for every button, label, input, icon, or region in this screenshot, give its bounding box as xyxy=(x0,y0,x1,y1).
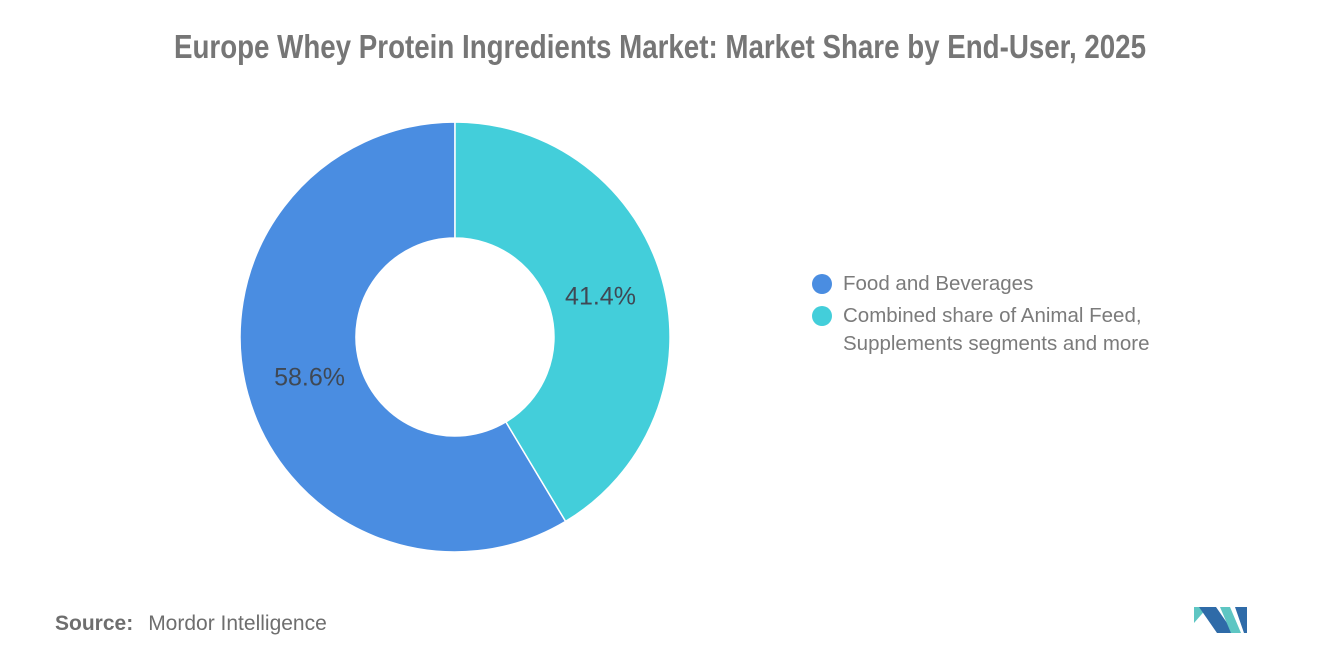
legend-marker-food-and-beverages xyxy=(812,274,832,294)
donut-chart-svg: 58.6% 41.4% xyxy=(240,122,670,552)
legend-label: Combined share of Animal Feed, Supplemen… xyxy=(843,304,1150,355)
logo-blue-bar xyxy=(1235,607,1247,633)
donut-chart: 58.6% 41.4% xyxy=(240,122,670,552)
logo-blue-diagonal xyxy=(1199,607,1234,633)
donut-slice-0 xyxy=(240,122,567,552)
mordor-logo-mark xyxy=(1194,607,1247,633)
legend-marker-combined-share xyxy=(812,306,832,326)
legend-item-food-and-beverages: Food and Beverages xyxy=(812,270,1192,298)
legend: Food and Beverages Combined share of Ani… xyxy=(812,270,1192,358)
mordor-intelligence-logo xyxy=(1190,597,1256,642)
donut-slices xyxy=(240,122,670,552)
source-line: Source: Mordor Intelligence xyxy=(55,612,327,636)
legend-item-combined-share: Combined share of Animal Feed, Supplemen… xyxy=(812,302,1192,358)
slice-value-label-0: 58.6% xyxy=(274,363,345,391)
chart-title: Europe Whey Protein Ingredients Market: … xyxy=(173,28,1147,65)
legend-label: Food and Beverages xyxy=(843,272,1034,295)
logo-teal-diagonal xyxy=(1220,607,1241,633)
slice-value-label-1: 41.4% xyxy=(565,283,636,311)
source-prefix: Source: xyxy=(55,612,134,635)
source-name: Mordor Intelligence xyxy=(148,612,327,635)
donut-slice-labels: 58.6% 41.4% xyxy=(274,283,636,392)
donut-slice-1 xyxy=(454,122,670,523)
